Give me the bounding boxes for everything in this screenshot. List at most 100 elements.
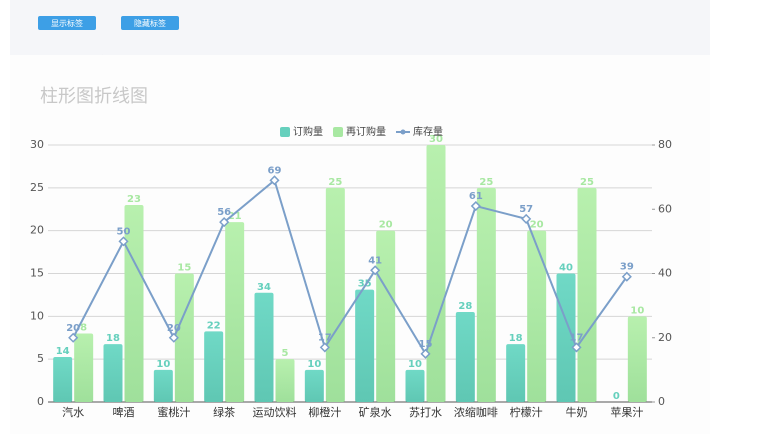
point — [621, 271, 632, 282]
chart-title: 柱形图折线图 — [40, 86, 148, 107]
data-label: 61 — [469, 191, 483, 202]
x-tick-label: 运动饮料 — [253, 405, 297, 419]
bar — [506, 344, 526, 402]
button-label[interactable]: 隐藏标签 — [134, 18, 166, 28]
bar — [577, 187, 597, 402]
x-tick-label: 蜜桃汁 — [157, 405, 190, 419]
data-label: 10 — [156, 359, 170, 370]
x-tick-label: 汽水 — [62, 405, 84, 419]
data-label: 15 — [177, 263, 191, 274]
button[interactable] — [121, 16, 179, 30]
bar — [527, 230, 547, 402]
bar — [476, 187, 496, 402]
line — [72, 178, 628, 357]
data-label: 20 — [530, 220, 544, 231]
bar — [376, 230, 396, 402]
button-label[interactable]: 显示标签 — [51, 18, 83, 28]
data-label: 18 — [509, 333, 523, 344]
point — [521, 213, 532, 224]
bar — [153, 369, 173, 402]
x-tick-label: 啤酒 — [113, 405, 135, 419]
data-label: 20 — [66, 323, 80, 334]
x-tick-label: 浓缩咖啡 — [454, 405, 498, 419]
bar — [204, 331, 224, 402]
data-label: 5 — [282, 348, 289, 359]
data-label: 10 — [408, 359, 422, 370]
y-tick-label: 10 — [30, 309, 44, 322]
bar — [627, 316, 647, 402]
data-label: 15 — [419, 339, 433, 350]
bar — [426, 145, 446, 402]
y2-tick-label: 0 — [658, 395, 665, 408]
legend-label: 库存量 — [413, 125, 443, 138]
point — [118, 236, 129, 247]
legend-key — [333, 127, 343, 137]
point — [370, 265, 381, 276]
x-tick-label: 苹果汁 — [610, 405, 643, 419]
data-label: 69 — [268, 165, 282, 176]
data-label: 25 — [580, 177, 594, 188]
data-label: 8 — [80, 322, 87, 333]
bar — [275, 359, 295, 402]
bar — [53, 357, 73, 402]
data-label: 14 — [56, 346, 70, 357]
data-label: 41 — [368, 255, 382, 266]
legend-key — [400, 129, 406, 135]
bar — [455, 312, 475, 402]
data-label: 17 — [570, 332, 584, 343]
y-tick-label: 20 — [30, 224, 44, 237]
y-tick-label: 5 — [37, 352, 44, 365]
bar — [405, 369, 425, 402]
point — [168, 332, 179, 343]
x-tick-label: 牛奶 — [566, 405, 588, 419]
point — [68, 332, 79, 343]
x-tick-label: 绿茶 — [213, 405, 235, 419]
legend-label: 再订购量 — [346, 125, 386, 138]
bar — [174, 273, 194, 402]
data-label: 40 — [559, 263, 573, 274]
data-label: 20 — [379, 220, 393, 231]
y-tick-label: 15 — [30, 267, 44, 280]
data-label: 25 — [328, 177, 342, 188]
y-tick-label: 25 — [30, 181, 44, 194]
legend-label: 订购量 — [293, 125, 323, 138]
point — [219, 217, 230, 228]
bar — [225, 222, 245, 402]
data-label: 30 — [429, 134, 443, 145]
x-tick-label: 柠檬汁 — [510, 405, 543, 419]
legend-key — [280, 127, 290, 137]
toolbar — [10, 0, 710, 55]
y-tick-label: 0 — [37, 395, 44, 408]
data-label: 34 — [257, 282, 271, 293]
bar — [355, 289, 375, 402]
data-label: 39 — [620, 262, 634, 273]
data-label: 0 — [613, 391, 620, 402]
x-tick-label: 柳橙汁 — [308, 405, 341, 419]
data-label: 20 — [167, 323, 181, 334]
point — [269, 175, 280, 186]
button[interactable] — [38, 16, 96, 30]
bar — [325, 187, 345, 402]
data-label: 28 — [458, 301, 472, 312]
y2-tick-label: 20 — [658, 331, 672, 344]
data-label: 22 — [207, 320, 221, 331]
bar — [74, 333, 94, 402]
data-label: 50 — [117, 226, 131, 237]
point — [420, 348, 431, 359]
x-tick-label: 矿泉水 — [359, 405, 392, 419]
y-tick-label: 30 — [30, 138, 44, 151]
bar — [304, 369, 324, 402]
data-label: 25 — [479, 177, 493, 188]
point — [571, 342, 582, 353]
data-label: 57 — [519, 204, 533, 215]
y2-tick-label: 60 — [658, 202, 672, 215]
y2-tick-label: 80 — [658, 138, 672, 151]
data-label: 21 — [228, 211, 242, 222]
data-label: 10 — [630, 305, 644, 316]
data-label: 35 — [358, 279, 372, 290]
y2-tick-label: 40 — [658, 267, 672, 280]
bar — [103, 344, 123, 402]
point — [470, 200, 481, 212]
